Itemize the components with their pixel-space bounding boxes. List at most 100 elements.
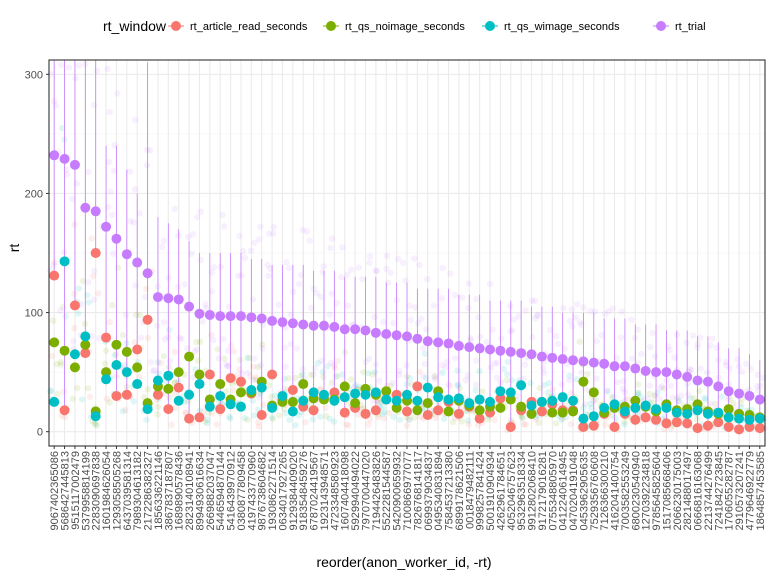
rt_qs_wimage_seconds-point: [682, 408, 693, 419]
raw-point: [154, 411, 161, 418]
raw-point: [122, 406, 129, 414]
raw-point: [191, 348, 199, 355]
raw-point: [621, 421, 628, 428]
raw-point: [334, 357, 341, 365]
raw-point: [275, 412, 283, 419]
raw-point: [320, 373, 327, 381]
rt_article_read_seconds-point: [422, 410, 433, 421]
raw-point: [119, 408, 126, 415]
rt_qs_noimage_seconds-point: [339, 381, 350, 392]
raw-point: [317, 293, 324, 301]
raw-point: [107, 188, 114, 195]
raw-point: [193, 214, 201, 221]
y-tick-label: 100: [25, 308, 43, 320]
raw-point: [148, 359, 155, 366]
rt_trial-point: [80, 202, 91, 213]
raw-point: [168, 421, 175, 429]
raw-point: [166, 357, 174, 365]
x-tick-label: 0634017927265: [277, 451, 289, 531]
raw-point: [383, 265, 390, 272]
raw-point: [588, 404, 595, 411]
raw-point: [742, 360, 750, 368]
raw-point: [339, 244, 346, 251]
rt_trial-point: [318, 320, 329, 331]
raw-point: [239, 248, 247, 255]
rt_qs_wimage_seconds-point: [568, 395, 579, 406]
x-tick-label: 6800230540940: [630, 451, 642, 531]
x-tick-label: 1864857453585: [755, 451, 767, 531]
raw-point: [504, 371, 511, 378]
rt_trial-point: [121, 249, 132, 260]
rt_qs_noimage_seconds-point: [412, 405, 423, 416]
raw-point: [131, 116, 139, 124]
rt_trial-point: [59, 153, 70, 164]
raw-point: [584, 370, 591, 378]
raw-point: [58, 124, 66, 132]
rt_trial-point: [391, 330, 402, 341]
raw-point: [618, 308, 625, 315]
rt_qs_noimage_seconds-point: [173, 367, 184, 378]
raw-point: [142, 293, 149, 301]
raw-point: [647, 343, 654, 351]
rt_article_read_seconds-point: [402, 406, 412, 417]
raw-point: [48, 352, 55, 360]
raw-point: [354, 411, 362, 418]
x-tick-label: 0755348805970: [547, 451, 559, 531]
rt_article_read_seconds-point: [225, 373, 236, 384]
x-tick-label: 7126366300210: [599, 451, 611, 531]
raw-point: [150, 368, 157, 375]
raw-point: [327, 359, 335, 367]
rt_qs_wimage_seconds-point: [443, 394, 454, 405]
raw-point: [754, 383, 761, 390]
raw-point: [57, 307, 64, 314]
raw-point: [722, 358, 730, 366]
raw-point: [701, 394, 708, 402]
raw-point: [452, 355, 459, 362]
raw-point: [318, 357, 325, 365]
rt_trial-point: [412, 333, 423, 344]
raw-point: [330, 418, 338, 425]
raw-point: [221, 223, 228, 230]
rt_qs_noimage_seconds-point: [578, 376, 589, 387]
raw-point: [580, 304, 587, 311]
rt_trial-point: [298, 319, 309, 330]
raw-point: [690, 332, 697, 339]
raw-point: [172, 405, 179, 412]
x-tick-label: 0412240614945: [558, 451, 570, 531]
x-tick-label: 9912802068410: [527, 451, 539, 531]
raw-point: [244, 416, 251, 423]
rt_trial-point: [588, 357, 599, 368]
rt_qs_wimage_seconds-point: [651, 404, 662, 415]
legend-key-swatch: [171, 21, 181, 31]
raw-point: [365, 421, 372, 428]
raw-point: [625, 395, 632, 403]
rt_trial-point: [568, 355, 579, 366]
raw-point: [146, 147, 154, 154]
raw-point: [722, 361, 730, 369]
raw-point: [197, 208, 204, 215]
raw-point: [166, 394, 173, 401]
raw-point: [102, 360, 109, 367]
rt_trial-point: [370, 327, 381, 338]
rt_qs_wimage_seconds-point: [474, 394, 485, 405]
raw-point: [327, 244, 334, 252]
rt_qs_wimage_seconds-point: [754, 413, 765, 424]
raw-point: [396, 371, 403, 379]
raw-point: [333, 300, 341, 307]
raw-point: [176, 334, 183, 342]
raw-point: [715, 374, 722, 381]
raw-point: [193, 346, 201, 353]
raw-point: [250, 363, 257, 371]
raw-point: [75, 285, 83, 292]
raw-point: [403, 362, 410, 369]
raw-point: [230, 348, 237, 355]
rt_trial-point: [49, 150, 60, 161]
raw-point: [93, 67, 101, 75]
raw-point: [438, 295, 446, 302]
raw-point: [443, 358, 451, 366]
raw-point: [609, 305, 616, 312]
rt_qs_wimage_seconds-point: [557, 392, 568, 403]
rt_qs_noimage_seconds-point: [350, 398, 361, 409]
raw-point: [678, 392, 685, 399]
raw-point: [568, 306, 576, 313]
